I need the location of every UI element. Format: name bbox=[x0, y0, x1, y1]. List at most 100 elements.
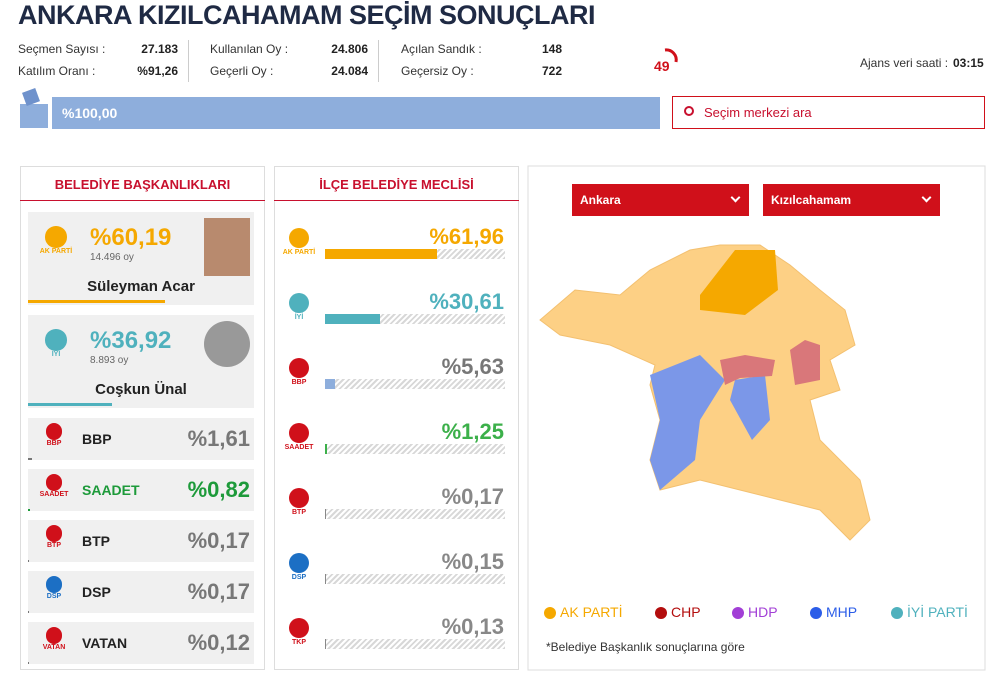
stat-label: Katılım Oranı : bbox=[18, 64, 96, 78]
stat-value: %91,26 bbox=[137, 64, 178, 78]
logo-icon bbox=[288, 358, 310, 379]
separator bbox=[378, 40, 379, 82]
logo-icon bbox=[288, 423, 310, 444]
map-district bbox=[730, 375, 770, 440]
map-note: *Belediye Başkanlık sonuçlarına göre bbox=[546, 640, 745, 654]
council-bar bbox=[325, 314, 381, 324]
title: ANKARA KIZILCAHAMAM SEÇİM SONUÇLARI bbox=[18, 0, 595, 30]
panel-title: İLÇE BELEDİYE MECLİSİ bbox=[319, 177, 474, 192]
ballot-icon bbox=[20, 104, 48, 128]
logo-text: BTP bbox=[47, 542, 61, 550]
candidate-share: %60,19 bbox=[90, 224, 172, 251]
legend-label: MHP bbox=[826, 604, 858, 620]
party-bar bbox=[28, 458, 32, 460]
candidate-bar bbox=[28, 403, 113, 406]
legend-label: AK PARTİ bbox=[560, 604, 623, 620]
council-share: %0,13 bbox=[441, 614, 504, 639]
legend-label: HDP bbox=[748, 604, 778, 620]
stat-value: 27.183 bbox=[141, 42, 178, 56]
logo-icon bbox=[45, 576, 63, 593]
council-bar bbox=[325, 444, 328, 454]
legend-dot bbox=[810, 607, 822, 619]
time: 03:15 bbox=[953, 56, 984, 70]
logo-text: DSP bbox=[46, 593, 62, 601]
council-share: %30,61 bbox=[429, 289, 504, 314]
party-bar bbox=[28, 509, 30, 511]
council-share: %1,25 bbox=[441, 419, 504, 444]
logo-text: DSP bbox=[291, 574, 307, 582]
logo-text: TKP bbox=[292, 639, 306, 647]
select-label: Ankara bbox=[580, 193, 621, 207]
time-label: Ajans veri saati : bbox=[860, 56, 949, 70]
candidate-photo bbox=[204, 218, 250, 276]
party-share: %0,82 bbox=[187, 477, 250, 502]
map-district bbox=[650, 355, 725, 490]
panel bbox=[20, 166, 265, 670]
council-track bbox=[325, 444, 505, 454]
logo-text: AK PARTİ bbox=[39, 248, 73, 256]
candidate-votes: 8.893 oy bbox=[90, 355, 129, 366]
panel-title: BELEDİYE BAŞKANLIKLARI bbox=[54, 177, 231, 192]
select[interactable] bbox=[572, 184, 749, 216]
party-name: BBP bbox=[82, 431, 112, 447]
party-row bbox=[28, 520, 254, 562]
logo-text: AK PARTİ bbox=[282, 249, 316, 257]
legend-label: İYİ PARTİ bbox=[907, 604, 968, 620]
search-icon bbox=[684, 106, 694, 116]
party-name: SAADET bbox=[82, 482, 140, 498]
logo-icon bbox=[45, 226, 67, 248]
council-track bbox=[325, 379, 505, 389]
council-track bbox=[325, 639, 505, 649]
logo-icon bbox=[288, 228, 310, 249]
logo-text: İYİ bbox=[294, 314, 304, 322]
logo-text: İYİ bbox=[51, 351, 61, 359]
logo-text: VATAN bbox=[42, 644, 66, 652]
council-track bbox=[325, 574, 505, 584]
party-share: %0,17 bbox=[187, 528, 250, 553]
stat-label: Kullanılan Oy : bbox=[210, 42, 289, 56]
party-share: %1,61 bbox=[187, 426, 250, 451]
logo-icon bbox=[288, 293, 310, 314]
progress-bar bbox=[52, 97, 660, 129]
legend-dot bbox=[732, 607, 744, 619]
stat-label: Geçersiz Oy : bbox=[401, 64, 474, 78]
stat-label: Seçmen Sayısı : bbox=[18, 42, 106, 56]
logo-icon bbox=[45, 627, 63, 644]
logo-icon bbox=[45, 474, 63, 491]
logo-icon bbox=[288, 618, 310, 639]
logo-text: SAADET bbox=[284, 444, 314, 452]
logo-text: SAADET bbox=[39, 491, 69, 499]
council-track bbox=[325, 314, 505, 324]
candidate-votes: 14.496 oy bbox=[90, 252, 134, 263]
logo-icon bbox=[45, 423, 63, 440]
search-box[interactable] bbox=[672, 96, 985, 129]
select[interactable] bbox=[763, 184, 940, 216]
logo-icon bbox=[288, 553, 310, 574]
stat-value: 24.806 bbox=[331, 42, 368, 56]
map-district bbox=[700, 250, 778, 315]
panel-rule bbox=[274, 200, 519, 201]
stat-value: 148 bbox=[541, 42, 562, 56]
party-name: VATAN bbox=[82, 635, 128, 651]
council-share: %61,96 bbox=[429, 224, 504, 249]
map-district bbox=[720, 355, 775, 385]
candidate-name: Coşkun Ünal bbox=[95, 381, 187, 398]
council-share: %0,15 bbox=[441, 549, 504, 574]
council-share: %0,17 bbox=[441, 484, 504, 509]
party-share: %0,12 bbox=[187, 630, 250, 655]
logo-icon bbox=[45, 329, 67, 351]
counter: 49 bbox=[654, 58, 670, 74]
party-row bbox=[28, 622, 254, 664]
search-placeholder: Seçim merkezi ara bbox=[704, 105, 812, 120]
progress-label: %100,00 bbox=[62, 105, 118, 121]
separator bbox=[188, 40, 189, 82]
legend-dot bbox=[655, 607, 667, 619]
logo-icon bbox=[288, 488, 310, 509]
map-district bbox=[790, 340, 820, 385]
party-share: %0,17 bbox=[187, 579, 250, 604]
party-name: DSP bbox=[82, 584, 111, 600]
candidate-photo bbox=[204, 321, 250, 367]
logo-icon bbox=[45, 525, 63, 542]
council-bar bbox=[325, 379, 336, 389]
